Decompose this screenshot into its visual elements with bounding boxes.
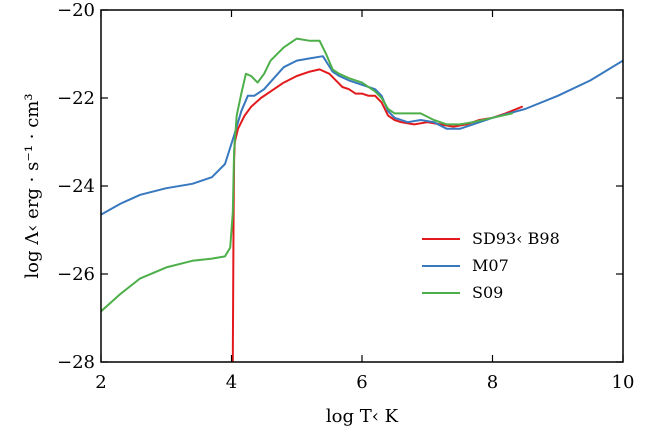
x-tick-label: 4 <box>226 372 237 393</box>
legend-label: SD93‹ B98 <box>472 229 560 248</box>
y-tick-label: −24 <box>57 176 95 197</box>
x-tick-label: 8 <box>487 372 498 393</box>
ticks-layer: 2 4 6 8 10 −28 −26 −24 −22 −20 <box>57 0 634 393</box>
x-tick-label: 6 <box>356 372 367 393</box>
series-line-m07 <box>101 55 623 216</box>
y-tick-label: −28 <box>57 352 95 373</box>
y-axis-label: log Λ‹ erg · s⁻¹ · cm³ <box>22 93 43 278</box>
series-layer <box>101 37 623 362</box>
y-tick-label: −20 <box>57 0 95 21</box>
legend: SD93‹ B98 M07 S09 <box>422 229 560 302</box>
series-line-s09 <box>101 37 514 313</box>
y-tick-label: −22 <box>57 88 95 109</box>
legend-label: S09 <box>472 283 503 302</box>
x-axis-label: log T‹ K <box>326 406 399 427</box>
legend-label: M07 <box>472 256 509 275</box>
x-tick-label: 10 <box>612 372 635 393</box>
x-tick-label: 2 <box>95 372 106 393</box>
y-tick-label: −26 <box>57 264 95 285</box>
series-line-sd93-b98 <box>231 68 523 362</box>
